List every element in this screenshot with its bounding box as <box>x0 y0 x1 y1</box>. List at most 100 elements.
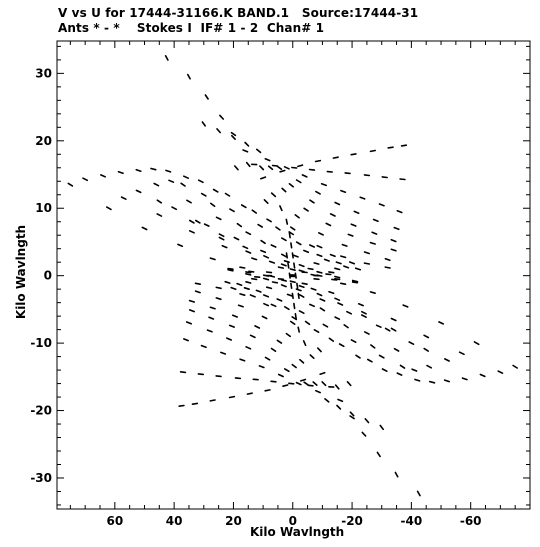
uv-point <box>228 395 236 399</box>
uv-point <box>239 293 246 297</box>
uv-point <box>308 168 316 171</box>
uv-point <box>350 223 357 227</box>
uv-point <box>188 230 195 234</box>
uv-point <box>354 267 362 271</box>
uv-point <box>416 490 421 497</box>
uv-point <box>316 292 323 297</box>
uv-point <box>280 284 287 288</box>
uv-point <box>324 398 330 403</box>
uv-point <box>218 233 225 238</box>
uv-point <box>280 253 287 258</box>
uv-point <box>189 219 195 224</box>
x-tick-label: -60 <box>460 514 482 528</box>
uv-point <box>260 249 267 254</box>
uv-point <box>298 310 305 315</box>
uv-point <box>338 343 345 348</box>
uv-point <box>411 368 418 372</box>
uv-point <box>183 175 189 179</box>
uv-point <box>228 324 235 328</box>
uv-point <box>310 287 317 291</box>
uv-point <box>295 381 302 386</box>
uv-point <box>231 314 238 318</box>
uv-point <box>292 254 299 258</box>
uv-point <box>156 213 163 217</box>
uv-point <box>371 231 378 235</box>
uv-point <box>280 237 287 242</box>
uv-point <box>262 274 270 277</box>
uv-point <box>390 238 397 243</box>
uv-point <box>302 340 307 347</box>
uv-point <box>258 365 265 369</box>
uv-point <box>321 381 327 387</box>
uv-point <box>334 384 340 390</box>
uv-point <box>314 389 322 394</box>
uv-point <box>307 267 314 271</box>
x-tick-label: -40 <box>401 514 423 528</box>
uv-point <box>283 305 290 311</box>
uv-point <box>393 226 400 231</box>
uv-point <box>209 399 216 402</box>
uv-point <box>337 398 344 403</box>
uv-point <box>329 213 336 217</box>
uv-point <box>313 277 320 281</box>
uv-point <box>323 258 330 262</box>
uv-point <box>390 317 397 322</box>
uv-point <box>164 54 169 61</box>
uv-point <box>289 268 296 272</box>
uv-point <box>337 302 344 306</box>
uv-point <box>177 243 184 247</box>
uv-point <box>268 260 276 264</box>
uv-point <box>270 192 277 198</box>
uv-point <box>240 204 247 209</box>
uv-point <box>268 274 276 278</box>
uv-point <box>215 216 222 221</box>
uv-point <box>334 201 341 206</box>
uv-point <box>279 205 283 212</box>
uv-point <box>249 294 256 298</box>
uv-point <box>298 293 305 298</box>
uv-point <box>245 345 252 350</box>
uv-point <box>381 176 388 179</box>
uv-point <box>285 252 289 259</box>
uv-point <box>259 176 267 180</box>
uv-point <box>363 251 371 255</box>
uv-point <box>186 199 192 204</box>
uv-point <box>291 252 294 259</box>
uv-point <box>200 192 207 197</box>
uv-point <box>243 286 250 291</box>
uv-point <box>400 144 408 147</box>
uv-point <box>299 358 305 364</box>
uv-point <box>265 271 273 274</box>
uv-point <box>349 411 355 417</box>
uv-point <box>304 320 311 326</box>
uv-point <box>100 174 106 178</box>
chart-title-line-1: V vs U for 17444-31166.K BAND.1 Source:1… <box>58 6 419 20</box>
uv-point <box>423 347 430 352</box>
uv-point <box>357 302 365 307</box>
uv-point <box>267 165 274 171</box>
uv-point <box>276 298 283 302</box>
uv-point <box>251 257 258 261</box>
x-tick-label: 60 <box>106 514 123 528</box>
uv-point <box>277 266 285 269</box>
uv-point <box>291 292 294 300</box>
uv-point <box>295 179 302 184</box>
uv-point <box>290 242 293 249</box>
uv-point <box>350 153 357 156</box>
uv-point <box>263 255 270 259</box>
uv-point <box>234 377 242 380</box>
uv-point <box>282 384 289 388</box>
uv-point <box>180 182 186 187</box>
y-tick-label: 0 <box>44 269 52 283</box>
uv-point <box>349 415 355 420</box>
uv-point <box>270 347 277 353</box>
uv-point <box>328 271 335 274</box>
uv-point <box>239 358 246 362</box>
uv-point <box>209 306 216 310</box>
uv-point <box>314 159 322 163</box>
y-tick-label: 30 <box>35 66 52 80</box>
uv-point <box>461 377 468 381</box>
uv-point <box>364 418 370 424</box>
uv-point <box>393 347 400 352</box>
uv-point <box>346 310 353 315</box>
